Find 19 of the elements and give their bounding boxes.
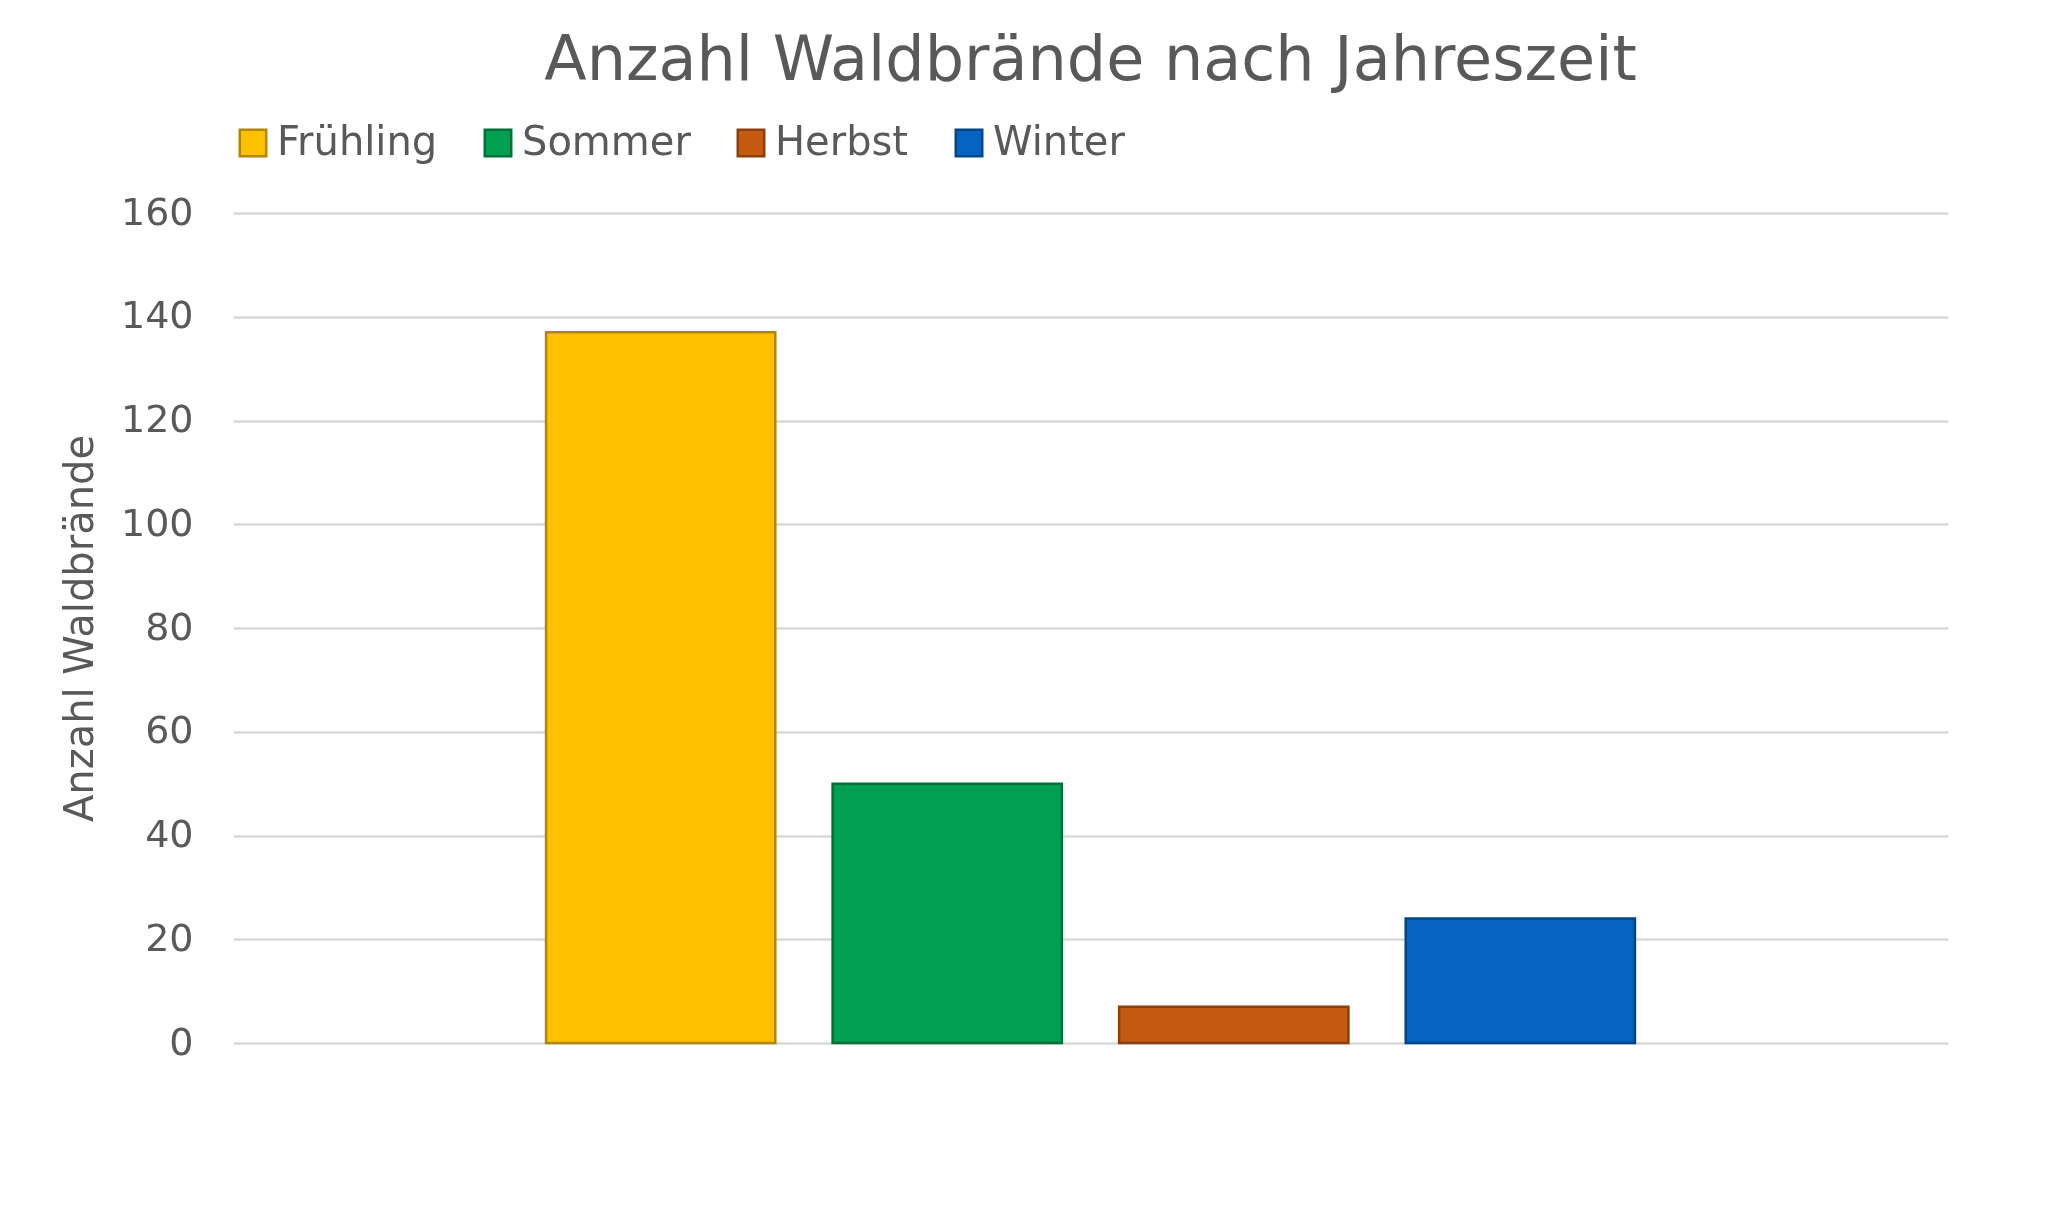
bar [1404, 917, 1637, 1045]
y-tick-label: 80 [145, 604, 194, 649]
bar [831, 782, 1064, 1045]
bar [544, 331, 777, 1045]
y-tick-label: 120 [120, 397, 194, 441]
y-tick-label: 160 [120, 189, 194, 234]
y-tick-label: 0 [169, 1019, 194, 1064]
legend-label: Sommer [522, 118, 692, 164]
legend-label: Frühling [277, 118, 438, 164]
y-tick-label: 140 [120, 293, 194, 338]
bar [1117, 1005, 1350, 1045]
chart-title: Anzahl Waldbrände nach Jahreszeit [544, 22, 1637, 95]
y-axis-title: Anzahl Waldbrände [55, 434, 102, 823]
y-tick-label: 60 [145, 708, 194, 753]
legend-label: Herbst [775, 118, 909, 164]
y-tick-label: 20 [145, 915, 194, 960]
legend-label: Winter [993, 118, 1126, 164]
y-tick-label: 40 [145, 812, 194, 856]
y-tick-label: 100 [120, 500, 194, 545]
